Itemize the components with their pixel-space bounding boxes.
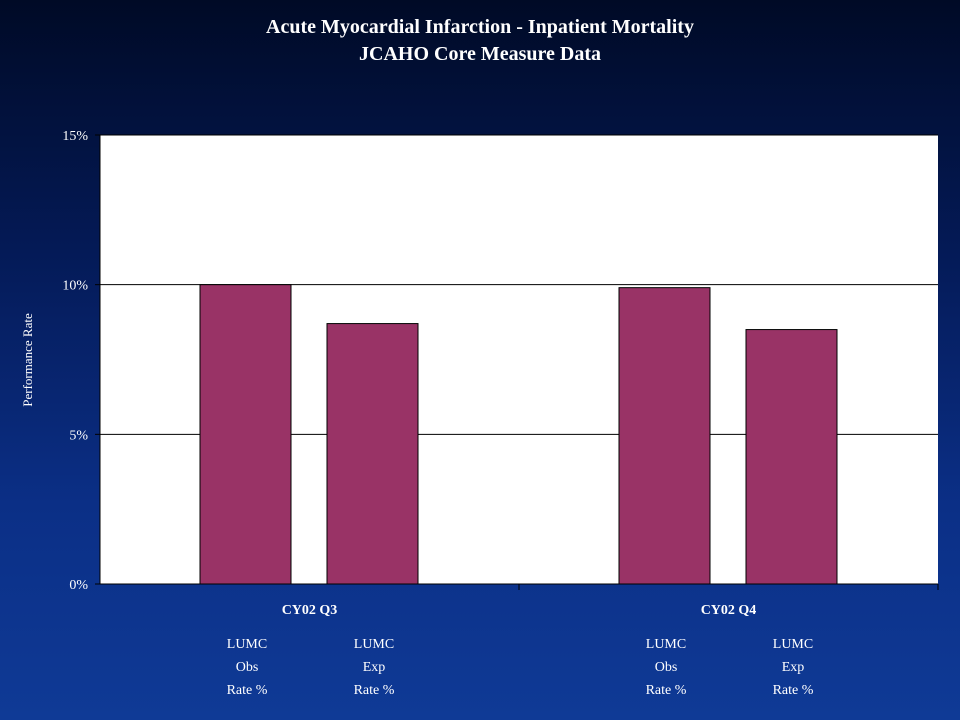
category-label: CY02 Q4 <box>701 603 757 618</box>
bar-label-line: Exp <box>362 660 386 675</box>
bar-label-line: LUMC <box>353 637 395 652</box>
bar-label-line: LUMC <box>226 637 268 652</box>
chart-title-line-1: Acute Myocardial Infarction - Inpatient … <box>266 16 694 38</box>
bar <box>199 284 292 585</box>
bar-label-line: Rate % <box>226 683 268 698</box>
bar-label-q4-exp: LUMC Exp Rate % <box>743 633 843 702</box>
y-tick-label: 15% <box>62 129 88 144</box>
y-tick-label: 0% <box>69 578 88 593</box>
bar-label-line: Exp <box>781 660 805 675</box>
category-label: CY02 Q3 <box>282 603 338 618</box>
chart-title: Acute Myocardial Infarction - Inpatient … <box>0 14 960 68</box>
bar-label-line: Rate % <box>353 683 395 698</box>
bar-label-q4-obs: LUMC Obs Rate % <box>616 633 716 702</box>
bar-label-line: Obs <box>654 660 678 675</box>
bar <box>618 287 711 585</box>
bar-label-line: Rate % <box>645 683 687 698</box>
bar <box>326 323 419 585</box>
bar-label-line: Rate % <box>772 683 814 698</box>
chart-title-line-2: JCAHO Core Measure Data <box>359 43 601 65</box>
y-tick-label: 5% <box>69 428 88 443</box>
bar-label-q3-obs: LUMC Obs Rate % <box>197 633 297 702</box>
bar-label-q3-exp: LUMC Exp Rate % <box>324 633 424 702</box>
bar-label-line: LUMC <box>645 637 687 652</box>
y-tick-label: 10% <box>62 279 88 294</box>
bar <box>745 329 838 585</box>
bar-label-line: LUMC <box>772 637 814 652</box>
bar-label-line: Obs <box>235 660 259 675</box>
